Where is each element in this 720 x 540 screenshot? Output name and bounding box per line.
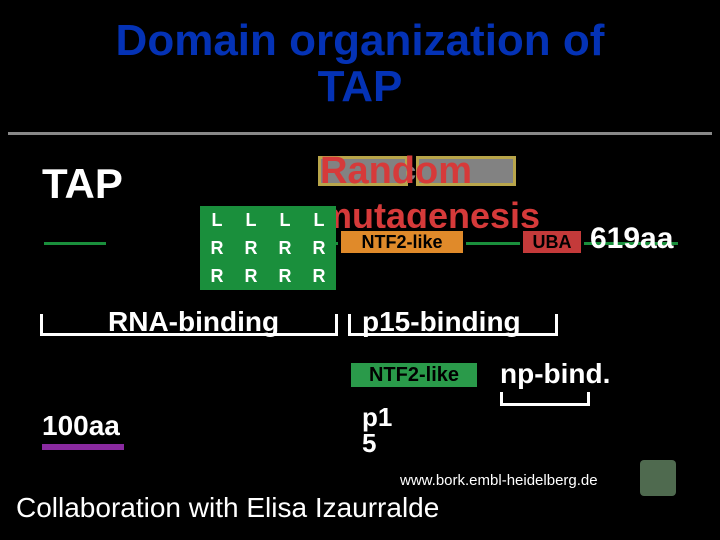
title-line1: Domain organization of (116, 16, 605, 65)
bracket (555, 314, 558, 336)
aa100-line (42, 444, 124, 450)
lrr-cell: R (234, 234, 268, 262)
lrr-cell: R (302, 234, 336, 262)
embl-logo (640, 460, 676, 496)
five: 5 (362, 428, 376, 458)
url-text: www.bork.embl-heidelberg.de (400, 472, 598, 489)
ntf2like-small: NTF2-like (348, 360, 480, 390)
aa619-label: 619aa (590, 222, 673, 256)
uba-domain: UBA (520, 228, 584, 256)
lrr-cell: R (200, 262, 234, 290)
lrr-cell: R (200, 234, 234, 262)
lrr-cell: L (234, 206, 268, 234)
ntf2like-domain: NTF2-like (338, 228, 466, 256)
page-title: Domain organization of TAP (0, 0, 720, 110)
bracket (587, 392, 590, 406)
random-text: Random (320, 150, 472, 193)
p15-binding-label: p15-binding (362, 306, 521, 338)
aa100-label: 100aa (42, 410, 124, 442)
lrr-cell: R (302, 262, 336, 290)
title-line2: TAP (318, 62, 403, 111)
bracket (500, 403, 590, 406)
p15-text: p1 5 (362, 404, 392, 456)
aa100-scale: 100aa (42, 410, 124, 450)
tap-label: TAP (42, 160, 123, 208)
rna-binding-label: RNA-binding (108, 306, 279, 338)
np-bind-label: np-bind. (500, 358, 610, 390)
collaboration-text: Collaboration with Elisa Izaurralde (16, 492, 439, 524)
lrr-cell: R (234, 262, 268, 290)
divider (8, 132, 712, 135)
lrr-cell: R (268, 234, 302, 262)
tap-underline (44, 242, 106, 245)
lrr-cell: L (302, 206, 336, 234)
bracket (335, 314, 338, 336)
lrr-cell: L (200, 206, 234, 234)
lrr-cell: L (268, 206, 302, 234)
lrr-cell: R (268, 262, 302, 290)
